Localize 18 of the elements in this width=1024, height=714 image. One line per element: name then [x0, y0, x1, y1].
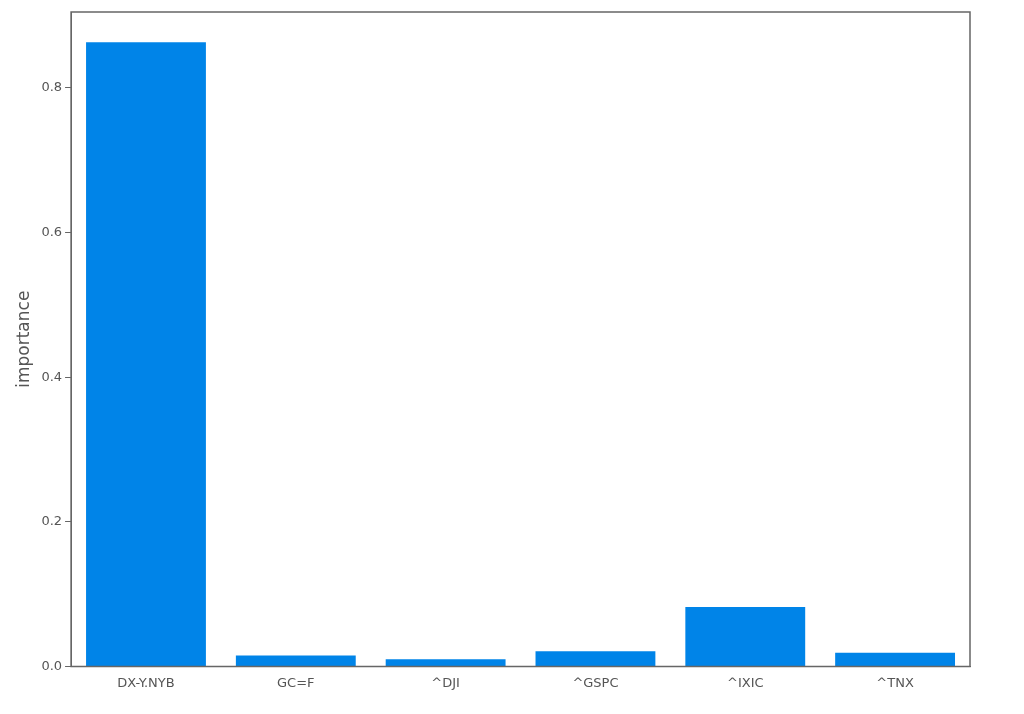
y-tick-label: 0.8: [41, 79, 63, 95]
x-tick-label: ^IXIC: [727, 674, 764, 690]
y-tick-label: 0.0: [41, 657, 63, 673]
x-tick-label: DX-Y.NYB: [117, 674, 175, 690]
x-tick-label: ^TNX: [876, 674, 914, 690]
y-axis-title: importance: [12, 290, 33, 388]
x-tick-label: GC=F: [277, 674, 315, 690]
y-tick-label: 0.2: [41, 513, 63, 529]
y-tick-label: 0.6: [41, 223, 63, 239]
x-tick-label: ^DJI: [431, 674, 460, 690]
bar: [86, 42, 206, 666]
bar: [385, 659, 506, 666]
bar: [685, 607, 806, 666]
bar: [835, 652, 956, 666]
x-tick-label: ^GSPC: [572, 674, 619, 690]
bar: [235, 655, 356, 666]
bar: [535, 651, 656, 666]
y-tick-label: 0.4: [41, 368, 63, 384]
